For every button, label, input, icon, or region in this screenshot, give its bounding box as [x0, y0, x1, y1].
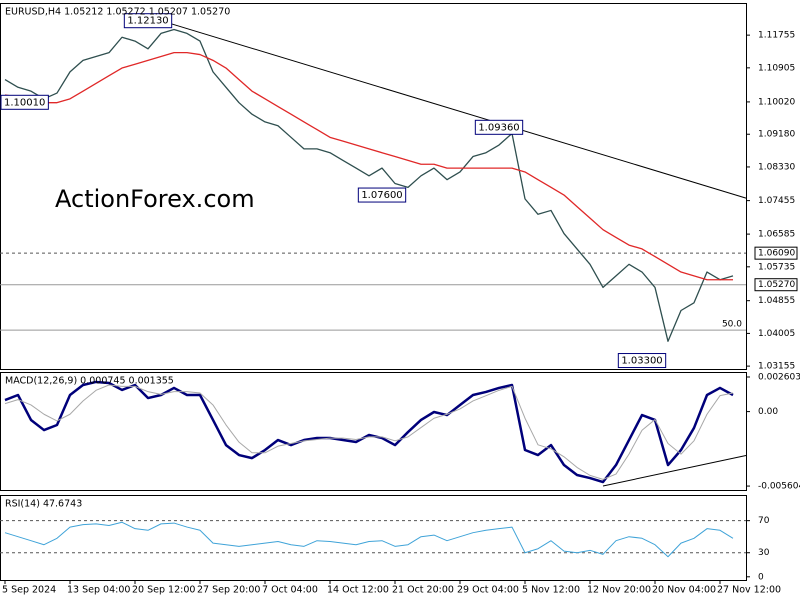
series-line: [4, 521, 734, 558]
y-tick-label: 30: [758, 548, 770, 558]
series-line: [4, 384, 734, 480]
price-tag: 1.06090: [758, 249, 795, 259]
trendline: [160, 20, 747, 199]
annotation-label: 1.09360: [478, 122, 519, 133]
x-tick-label: 20 Sep 12:00: [132, 585, 195, 596]
y-tick-label: 1.05735: [758, 262, 795, 272]
x-tick-label: 13 Sep 04:00: [67, 585, 130, 596]
annotation-box: [617, 353, 667, 369]
annotation-box: [357, 187, 407, 203]
x-tick-label: 14 Oct 12:00: [327, 585, 389, 596]
y-tick-label: 0.00: [758, 407, 778, 417]
panel-frame: [0, 495, 747, 581]
x-tick-label: 5 Nov 12:00: [522, 585, 580, 596]
panel-title: EURUSD,H4 1.05212 1.05272 1.05207 1.0527…: [5, 7, 230, 18]
y-tick-label: 1.10020: [758, 97, 795, 107]
y-tick-label: 1.06585: [758, 230, 795, 240]
x-tick-label: 12 Nov 20:00: [587, 585, 651, 596]
panel-title: RSI(14) 47.6743: [5, 499, 82, 510]
x-tick-label: 5 Sep 2024: [2, 585, 56, 596]
x-tick-label: 27 Nov 12:00: [717, 585, 781, 596]
series-line: [4, 28, 734, 342]
trendline: [602, 454, 747, 487]
y-tick-label: 1.04855: [758, 296, 795, 306]
panel-frame: [0, 3, 747, 370]
y-tick-label: 1.10905: [758, 63, 795, 73]
annotation-label: 1.07600: [361, 190, 402, 201]
watermark: ActionForex.com: [55, 185, 255, 213]
y-tick-label: 1.11755: [758, 31, 795, 41]
series-line: [4, 380, 734, 484]
panel-frame: [0, 372, 747, 491]
annotation-box: [123, 13, 173, 29]
y-tick-label: 1.03155: [758, 362, 795, 372]
y-tick-label: 1.07455: [758, 196, 795, 206]
annotation-box: [474, 119, 524, 135]
y-tick-label: 0: [758, 572, 764, 582]
x-tick-label: 20 Nov 04:00: [652, 585, 716, 596]
x-tick-label: 27 Sep 20:00: [197, 585, 260, 596]
y-tick-label: -0.005604: [758, 482, 800, 492]
x-tick-label: 29 Oct 04:00: [457, 585, 519, 596]
annotation-label: 1.10010: [4, 97, 45, 108]
y-tick-label: 70: [758, 516, 770, 526]
y-tick-label: 0.002603: [758, 373, 800, 383]
annotation-label: 1.03300: [621, 356, 662, 367]
x-tick-label: 7 Oct 04:00: [262, 585, 318, 596]
price-tag: 1.05270: [758, 280, 795, 290]
series-line: [4, 51, 733, 281]
level-label: 50.0: [722, 320, 742, 330]
price-tag-box: [754, 246, 798, 260]
annotation-label: 1.12130: [127, 16, 168, 27]
y-tick-label: 1.08330: [758, 162, 795, 172]
annotation-box: [0, 94, 49, 110]
panel-title: MACD(12,26,9) 0.000745 0.001355: [5, 376, 174, 387]
y-tick-label: 1.04005: [758, 329, 795, 339]
price-tag-box: [754, 278, 798, 292]
y-tick-label: 1.09180: [758, 130, 795, 140]
x-tick-label: 21 Oct 20:00: [392, 585, 454, 596]
